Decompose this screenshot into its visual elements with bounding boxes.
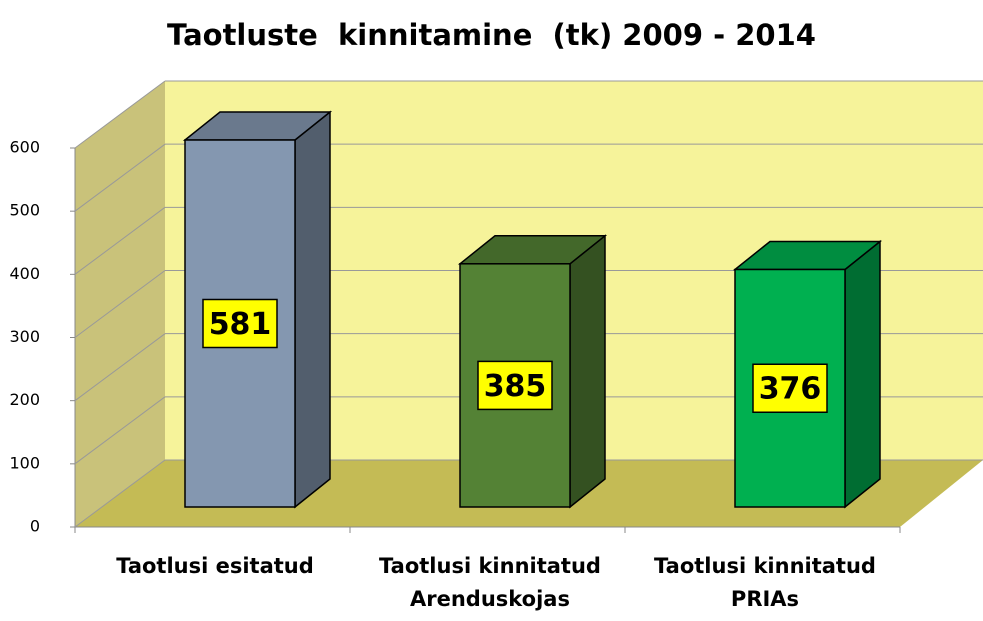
bar-side xyxy=(569,234,606,509)
value-label: 385 xyxy=(484,369,547,404)
bar-side xyxy=(844,239,881,509)
value-label: 581 xyxy=(209,307,272,342)
grid-line xyxy=(74,206,166,275)
y-tick-label: 0 xyxy=(30,517,40,536)
x-tick-label: Taotlusi kinnitatud Arenduskojas xyxy=(379,554,601,611)
y-tick-label: 500 xyxy=(9,201,40,220)
grid-line xyxy=(74,143,166,212)
value-label: 376 xyxy=(759,372,822,407)
y-tick-label: 400 xyxy=(9,264,40,283)
value-label-box xyxy=(752,363,828,413)
x-tick-label: Taotlusi esitatud xyxy=(116,554,314,578)
x-tick-label: Taotlusi kinnitatud PRIAs xyxy=(654,554,876,611)
grid-line xyxy=(74,80,166,149)
y-tick-label: 300 xyxy=(9,327,40,346)
value-label-box xyxy=(477,360,553,411)
grid-line xyxy=(74,333,166,402)
grid-line xyxy=(74,396,166,465)
y-tick-label: 200 xyxy=(9,390,40,409)
value-label-box xyxy=(202,298,278,349)
y-tick-label: 100 xyxy=(9,453,40,472)
bar-side xyxy=(294,110,331,509)
grid-line xyxy=(74,270,166,338)
grid-line xyxy=(74,459,166,528)
chart-title: Taotluste kinnitamine (tk) 2009 - 2014 xyxy=(167,18,816,52)
y-tick-label: 600 xyxy=(9,138,40,157)
